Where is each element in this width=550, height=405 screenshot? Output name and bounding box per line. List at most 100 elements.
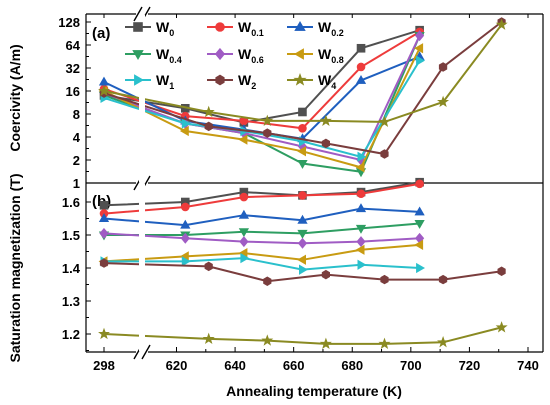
legend-item-W0.6: W0.6 [207, 46, 264, 65]
data-point-W0.4 [297, 229, 308, 239]
break-gap [139, 15, 145, 182]
y-tick-label-a: 64 [66, 38, 81, 53]
data-point-W0.6 [356, 236, 366, 248]
legend-swatch-marker [133, 22, 143, 32]
data-point-W0.4 [355, 224, 367, 234]
legend-label: W0.1 [238, 19, 264, 38]
x-tick-label: 298 [93, 358, 115, 373]
series-W0.2 [98, 203, 425, 229]
y-axis-title-coercivity: Coercivity (A/m) [7, 44, 23, 151]
legend-item-W0.8: W0.8 [287, 46, 344, 65]
data-point-W1 [357, 151, 367, 162]
legend-label: W4 [318, 72, 336, 91]
data-point-W0.6 [239, 236, 249, 248]
legend-swatch-marker [214, 47, 226, 61]
x-tick-label: 620 [166, 358, 188, 373]
y-tick-label-a: 32 [66, 61, 80, 76]
legend-label: W1 [156, 72, 174, 91]
legend-swatch-marker [293, 73, 307, 86]
data-point-W4 [437, 335, 450, 348]
series-W0.8 [98, 43, 424, 173]
y-tick-label-a: 2 [73, 153, 80, 168]
data-point-W0.1 [415, 179, 424, 189]
data-point-W0.4 [238, 228, 250, 238]
data-point-W4 [261, 334, 274, 346]
break-gap [139, 184, 145, 351]
legend-label: W0.2 [318, 19, 344, 38]
data-point-W0.8 [297, 146, 307, 157]
data-point-W2 [497, 266, 506, 277]
data-point-W0.8 [179, 125, 189, 137]
data-point-W0.2 [98, 76, 110, 86]
series-W1 [100, 55, 426, 162]
data-point-W0.2 [414, 206, 425, 216]
data-point-W2 [380, 149, 389, 159]
legend-item-W2: W2 [207, 72, 256, 91]
legend-swatch-marker [215, 74, 225, 86]
series-line-W1 [103, 60, 421, 158]
legend-swatch-marker [132, 50, 144, 60]
legend-item-W4: W4 [287, 72, 336, 91]
legend-item-W0.1: W0.1 [207, 19, 264, 38]
data-point-W4 [378, 115, 391, 128]
panel-b-frame [85, 183, 544, 353]
data-point-W0.2 [355, 203, 367, 213]
data-point-W0.1 [180, 202, 190, 212]
x-tick-label: 680 [341, 358, 363, 373]
y-tick-label-a: 4 [73, 130, 81, 145]
x-tick-label: 740 [517, 358, 539, 373]
data-point-W1 [416, 262, 426, 274]
series-line-W0.1 [103, 182, 420, 215]
legend-label: W0.4 [156, 46, 182, 65]
data-point-W2 [263, 276, 272, 286]
y-tick-label-b: 1.5 [62, 228, 80, 243]
data-point-W0.1 [298, 123, 307, 133]
x-tick-label: 660 [283, 358, 305, 373]
data-point-W0.6 [180, 232, 190, 244]
legend-label: W0.6 [238, 46, 264, 65]
series-line-W0 [103, 181, 420, 207]
data-point-W2 [438, 274, 448, 285]
y-tick-label-a: 128 [58, 15, 80, 30]
legend-item-W1: W1 [125, 72, 174, 91]
legend-label: W2 [238, 72, 256, 91]
data-point-W0.8 [238, 134, 248, 145]
data-point-W2 [321, 138, 331, 149]
data-point-W0 [99, 201, 109, 210]
legend-swatch-marker [294, 48, 304, 60]
data-point-W4 [202, 105, 215, 118]
data-point-W0.6 [415, 30, 425, 42]
data-point-W0.2 [297, 214, 308, 224]
data-point-W2 [438, 62, 448, 72]
series-W4 [98, 321, 508, 350]
data-point-W0.2 [98, 213, 110, 222]
data-point-W0.8 [297, 254, 307, 265]
data-point-W0.8 [355, 162, 365, 173]
data-point-W4 [319, 337, 332, 350]
data-point-W0.1 [239, 192, 249, 202]
data-point-W0.6 [297, 237, 308, 249]
y-tick-label-b: 1.4 [62, 261, 81, 276]
x-axis-title: Annealing temperature (K) [226, 383, 402, 399]
data-point-W4 [495, 18, 508, 30]
legend-label: W0 [156, 19, 174, 38]
data-point-W0.4 [297, 160, 308, 169]
legend-item-W0.4: W0.4 [125, 46, 182, 65]
series-line-W0.1 [103, 31, 421, 130]
data-point-W0.4 [414, 220, 425, 229]
series-W2 [99, 258, 506, 286]
data-point-W0.8 [414, 239, 424, 251]
data-point-W2 [380, 274, 389, 285]
y-tick-label-b: 1.3 [62, 294, 80, 309]
series-line-W1 [104, 257, 420, 271]
data-point-W0.2 [355, 74, 367, 84]
x-tick-label: 640 [224, 358, 246, 373]
data-point-W1 [181, 118, 191, 129]
data-point-W1 [416, 55, 426, 66]
data-point-W0.1 [298, 191, 307, 200]
legend-swatch-marker [294, 21, 306, 31]
data-point-W0.6 [99, 227, 109, 239]
data-point-W4 [98, 327, 110, 340]
data-point-W4 [437, 95, 450, 108]
